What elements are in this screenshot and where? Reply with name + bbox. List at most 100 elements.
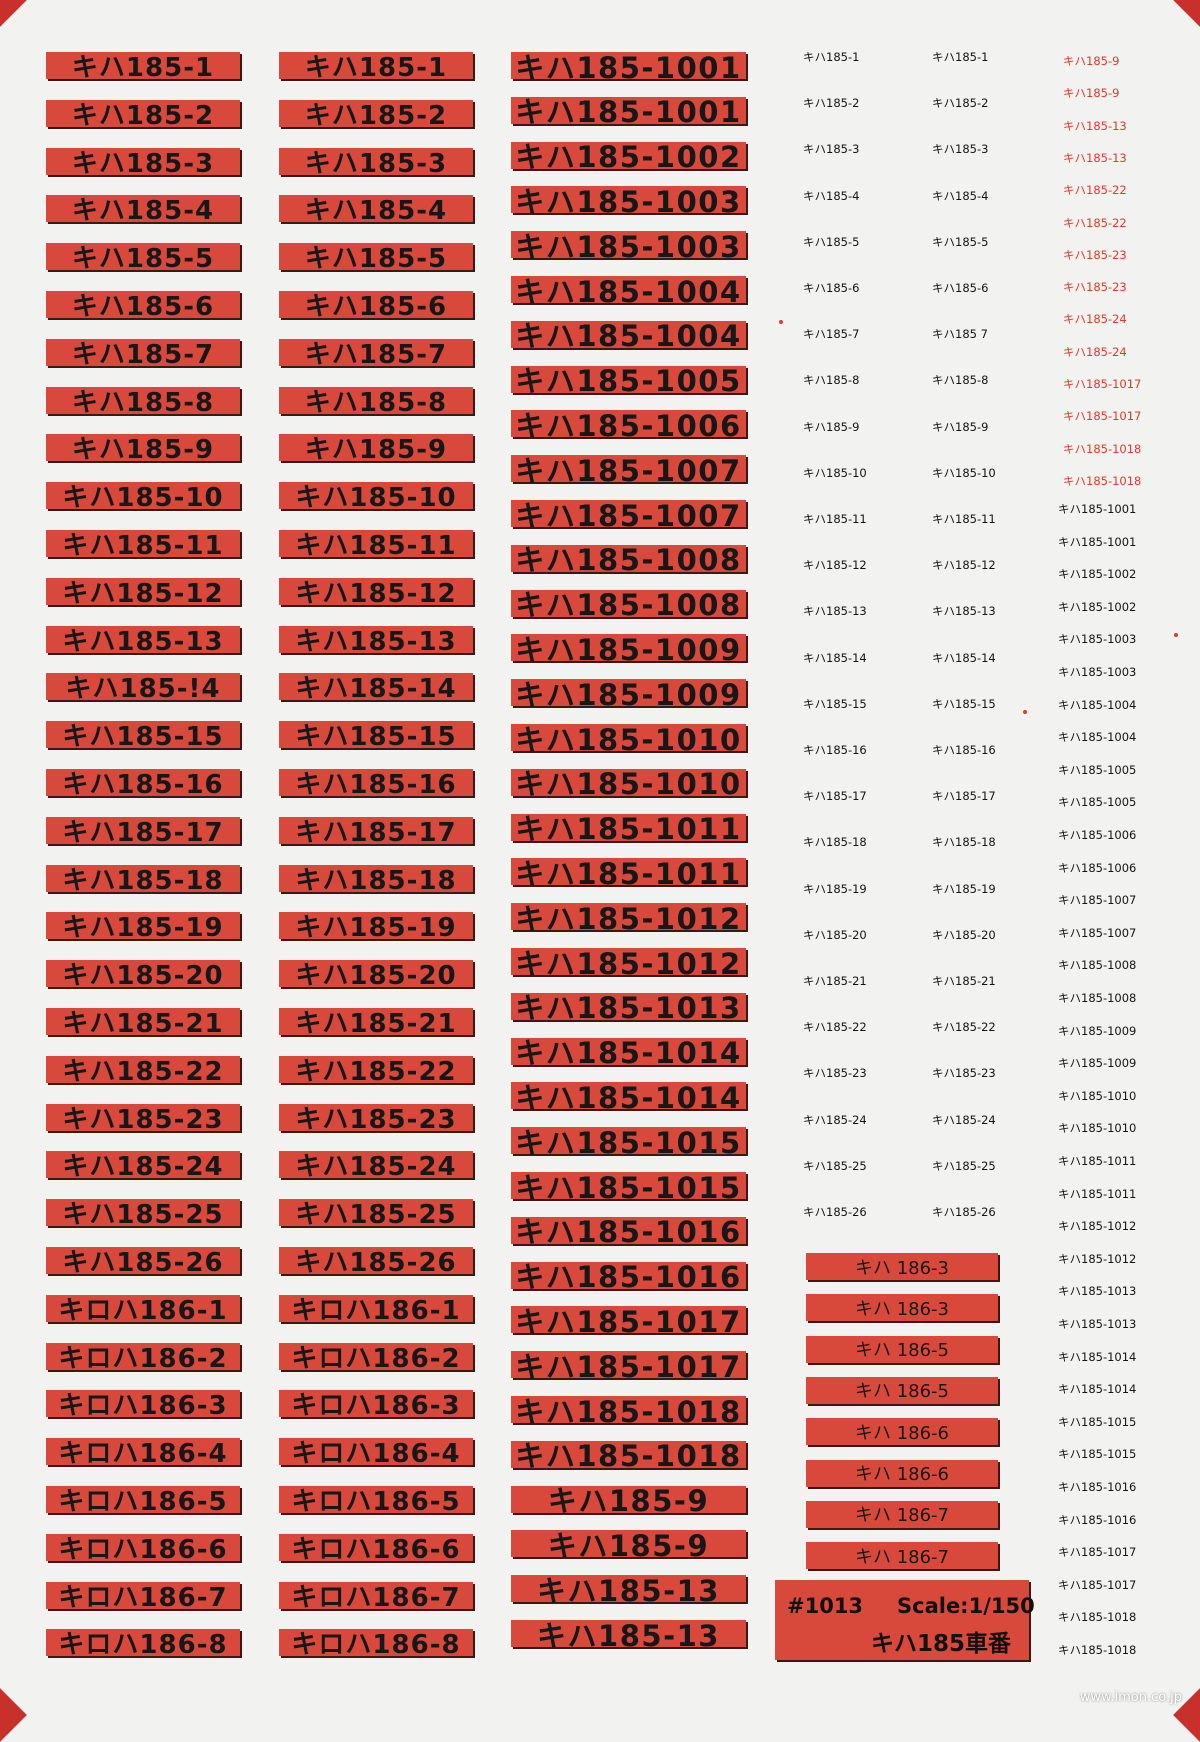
small-number-decal: キハ185-1006 (1058, 860, 1137, 875)
small-number-decal: キハ185-22 (803, 1020, 867, 1035)
number-decal: キハ185-13 (46, 625, 240, 657)
number-decal: キロハ186-6 (279, 1533, 473, 1565)
number-decal: キハ185-20 (46, 960, 240, 991)
number-decal: キロハ186-4 (46, 1438, 240, 1469)
small-number-decal: キハ185-1017 (1063, 377, 1142, 391)
number-decal: キハ185-1011 (511, 857, 746, 891)
number-decal: キハ185-1008 (511, 543, 746, 577)
small-number-decal: キハ185-25 (803, 1158, 867, 1173)
small-number-decal: キハ185-1011 (1058, 1154, 1137, 1168)
number-decal: キハ185-26 (46, 1247, 240, 1278)
number-decal: キハ185-5 (279, 243, 473, 274)
number-decal: キハ 186-6 (806, 1459, 998, 1487)
number-decal: キハ185-23 (46, 1103, 240, 1135)
number-decal: キハ185-25 (279, 1199, 473, 1230)
small-number-decal: キハ185-22 (1063, 183, 1127, 198)
small-number-decal: キハ185-11 (803, 512, 867, 526)
number-decal: キハ185-1004 (511, 275, 746, 309)
small-number-decal: キハ185-24 (1063, 312, 1127, 327)
number-decal: キハ 186-7 (806, 1542, 998, 1570)
small-number-decal: キハ185-15 (932, 696, 996, 711)
small-number-decal: キハ185-23 (932, 1066, 996, 1081)
small-number-decal: キハ185-1017 (1063, 409, 1142, 424)
number-decal: キハ185-11 (46, 530, 240, 561)
number-decal: キハ185-1013 (511, 991, 746, 1025)
small-number-decal: キハ185-12 (803, 558, 867, 573)
small-number-decal: キハ185-1003 (1058, 632, 1137, 647)
small-number-decal: キハ185-4 (803, 188, 860, 203)
number-decal: キハ185-15 (46, 721, 240, 752)
number-decal: キハ185-1012 (511, 947, 746, 981)
small-number-decal: キハ185-13 (1063, 118, 1127, 133)
product-code: #1013 (787, 1594, 864, 1618)
number-decal: キハ185-17 (279, 816, 473, 848)
small-number-decal: キハ185-1003 (1058, 665, 1137, 679)
number-decal: キハ185-1009 (511, 678, 746, 712)
small-number-decal: キハ185-1013 (1058, 1317, 1137, 1331)
small-number-decal: キハ185-13 (1063, 150, 1127, 165)
number-decal: キロハ186-2 (279, 1342, 473, 1374)
small-number-decal: キハ185-1008 (1058, 958, 1137, 973)
small-number-decal: キハ185-1004 (1058, 730, 1137, 745)
number-decal: キロハ186-1 (279, 1294, 473, 1326)
small-number-decal: キハ185-1018 (1058, 1610, 1137, 1625)
small-number-decal: キハ185-9 (1063, 86, 1120, 101)
small-number-decal: キハ185-1012 (1058, 1251, 1137, 1266)
number-decal: キハ185-1018 (511, 1395, 746, 1429)
number-decal: キロハ186-5 (279, 1486, 473, 1517)
small-number-decal: キハ185-19 (932, 881, 996, 896)
number-decal: キハ185-1014 (511, 1036, 746, 1070)
number-decal: キロハ186-6 (46, 1533, 240, 1565)
small-number-decal: キハ185-24 (1063, 344, 1127, 359)
number-decal: キロハ186-3 (46, 1390, 240, 1421)
number-decal: キハ185-18 (46, 864, 240, 896)
number-decal: キハ185-6 (46, 291, 240, 322)
number-decal: キハ185-13 (279, 625, 473, 657)
number-decal: キハ185-1005 (511, 364, 746, 398)
small-number-decal: キハ185-1001 (1058, 534, 1137, 549)
small-number-decal: キハ185-7 (803, 327, 860, 342)
number-decal: キロハ186-3 (279, 1390, 473, 1421)
small-number-decal: キハ185-15 (803, 696, 867, 711)
number-decal: キロハ186-4 (279, 1438, 473, 1469)
number-decal: キハ185-24 (279, 1151, 473, 1182)
number-decal: キハ185-7 (46, 338, 240, 370)
red-speck (1174, 633, 1178, 637)
small-number-decal: キハ185-23 (1063, 247, 1127, 262)
number-decal: キハ185-21 (279, 1008, 473, 1039)
small-number-decal: キハ185-1001 (1058, 502, 1137, 516)
number-decal: キハ185-1014 (511, 1081, 746, 1115)
number-decal: キハ185-1010 (511, 723, 746, 757)
small-number-decal: キハ185-1 (803, 50, 860, 64)
number-decal: キハ185-17 (46, 816, 240, 848)
small-number-decal: キハ185-22 (932, 1020, 996, 1035)
small-number-decal: キハ185-21 (932, 974, 996, 988)
small-number-decal: キハ185-6 (932, 281, 989, 295)
number-decal: キハ 186-7 (806, 1500, 998, 1528)
small-number-decal: キハ185-10 (932, 465, 996, 480)
small-number-decal: キハ185-9 (932, 419, 989, 434)
small-number-decal: キハ185-13 (803, 604, 867, 619)
number-decal: キロハ186-8 (46, 1629, 240, 1660)
small-number-decal: キハ185-1018 (1058, 1643, 1137, 1657)
number-decal: キハ185-1007 (511, 499, 746, 533)
number-decal: キハ185-1 (279, 52, 473, 83)
number-decal: キハ185-14 (279, 673, 473, 704)
small-number-decal: キハ185-1009 (1058, 1023, 1137, 1038)
small-number-decal: キハ185-23 (803, 1066, 867, 1081)
number-decal: キハ185-1007 (511, 454, 746, 488)
number-decal: キハ185-20 (279, 960, 473, 991)
number-decal: キハ185-2 (46, 99, 240, 131)
small-number-decal: キハ185-9 (803, 419, 860, 434)
number-decal: キロハ186-2 (46, 1342, 240, 1374)
small-number-decal: キハ185-1016 (1058, 1512, 1137, 1527)
small-number-decal: キハ185-17 (803, 789, 867, 804)
number-decal: キハ185-6 (279, 291, 473, 322)
number-decal: キハ185-2 (279, 99, 473, 131)
small-number-decal: キハ185-1012 (1058, 1219, 1137, 1234)
small-number-decal: キハ185-3 (932, 142, 989, 157)
small-number-decal: キハ185-1018 (1063, 441, 1142, 456)
number-decal: キハ185-11 (279, 530, 473, 561)
number-decal: キハ185-1012 (511, 902, 746, 936)
number-decal: キハ185-!4 (46, 673, 240, 704)
